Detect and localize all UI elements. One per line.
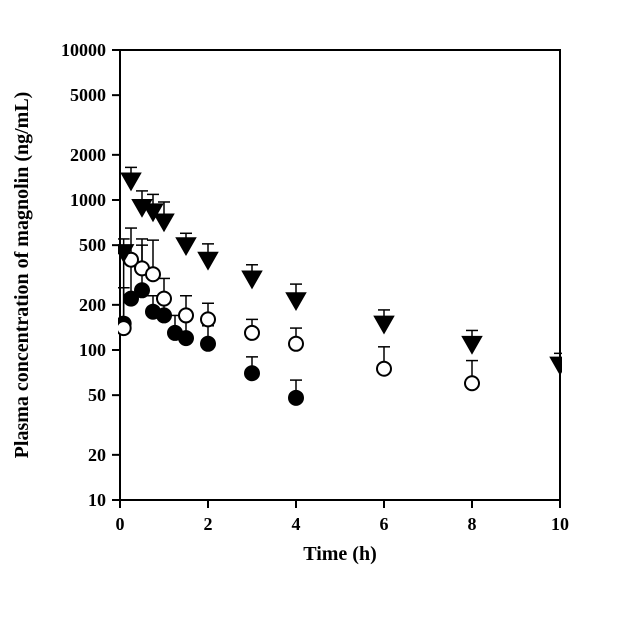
svg-text:Time (h): Time (h): [303, 543, 377, 565]
svg-text:6: 6: [380, 514, 389, 534]
svg-text:100: 100: [79, 340, 106, 360]
pk-chart: 0 2 4 6 8 10 Time (h) 10 20 50 100 200 500 1000 2000 50…: [0, 0, 630, 634]
svg-text:2000: 2000: [70, 145, 106, 165]
svg-text:10: 10: [551, 514, 569, 534]
svg-text:50: 50: [88, 385, 106, 405]
svg-text:4: 4: [292, 514, 301, 534]
svg-text:2: 2: [204, 514, 213, 534]
svg-text:200: 200: [79, 295, 106, 315]
svg-text:10: 10: [88, 490, 106, 510]
svg-text:20: 20: [88, 445, 106, 465]
svg-text:8: 8: [468, 514, 477, 534]
svg-text:1000: 1000: [70, 190, 106, 210]
chart-svg: 0 2 4 6 8 10 Time (h) 10 20 50 100 200 500 1000 2000 50…: [0, 0, 630, 634]
svg-text:10000: 10000: [61, 40, 106, 60]
svg-text:500: 500: [79, 235, 106, 255]
svg-text:5000: 5000: [70, 85, 106, 105]
svg-text:Plasma concentration of magnol: Plasma concentration of magnolin (ng/mL): [11, 92, 33, 459]
svg-text:0: 0: [116, 514, 125, 534]
